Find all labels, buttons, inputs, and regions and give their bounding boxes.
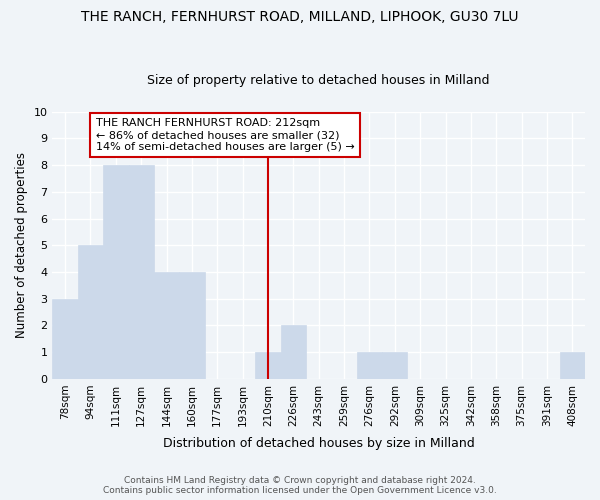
Bar xyxy=(179,272,205,379)
Bar xyxy=(382,352,407,379)
Bar xyxy=(560,352,585,379)
Bar xyxy=(103,165,128,379)
Bar xyxy=(357,352,382,379)
Bar xyxy=(281,326,306,379)
Bar xyxy=(256,352,281,379)
Y-axis label: Number of detached properties: Number of detached properties xyxy=(15,152,28,338)
Title: Size of property relative to detached houses in Milland: Size of property relative to detached ho… xyxy=(148,74,490,87)
Bar xyxy=(128,165,154,379)
Bar xyxy=(154,272,179,379)
X-axis label: Distribution of detached houses by size in Milland: Distribution of detached houses by size … xyxy=(163,437,475,450)
Text: THE RANCH FERNHURST ROAD: 212sqm
← 86% of detached houses are smaller (32)
14% o: THE RANCH FERNHURST ROAD: 212sqm ← 86% o… xyxy=(95,118,354,152)
Text: Contains HM Land Registry data © Crown copyright and database right 2024.
Contai: Contains HM Land Registry data © Crown c… xyxy=(103,476,497,495)
Bar xyxy=(78,246,103,379)
Bar xyxy=(52,299,78,379)
Text: THE RANCH, FERNHURST ROAD, MILLAND, LIPHOOK, GU30 7LU: THE RANCH, FERNHURST ROAD, MILLAND, LIPH… xyxy=(81,10,519,24)
